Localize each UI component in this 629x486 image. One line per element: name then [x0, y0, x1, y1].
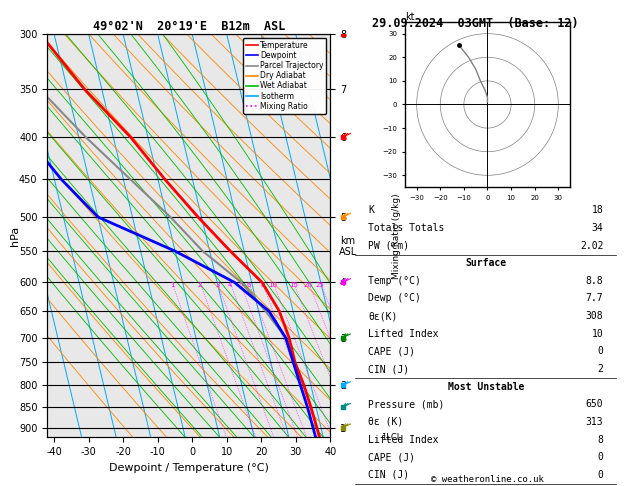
Text: 0: 0	[598, 470, 603, 480]
Text: CAPE (J): CAPE (J)	[369, 347, 415, 356]
Text: 15: 15	[289, 282, 298, 288]
Text: 10: 10	[269, 282, 277, 288]
Text: 8: 8	[260, 282, 265, 288]
Text: 0: 0	[598, 452, 603, 462]
Text: Totals Totals: Totals Totals	[369, 223, 445, 233]
Text: PW (cm): PW (cm)	[369, 241, 409, 251]
Text: CAPE (J): CAPE (J)	[369, 452, 415, 462]
Text: 2: 2	[598, 364, 603, 374]
Text: CIN (J): CIN (J)	[369, 364, 409, 374]
X-axis label: Dewpoint / Temperature (°C): Dewpoint / Temperature (°C)	[109, 463, 269, 473]
Text: θε(K): θε(K)	[369, 311, 398, 321]
Legend: Temperature, Dewpoint, Parcel Trajectory, Dry Adiabat, Wet Adiabat, Isotherm, Mi: Temperature, Dewpoint, Parcel Trajectory…	[243, 38, 326, 114]
Text: 18: 18	[592, 206, 603, 215]
Text: 29.09.2024  03GMT  (Base: 12): 29.09.2024 03GMT (Base: 12)	[372, 17, 578, 30]
Text: Surface: Surface	[465, 258, 506, 268]
Text: 6: 6	[247, 282, 251, 288]
Text: 313: 313	[586, 417, 603, 427]
Text: θε (K): θε (K)	[369, 417, 404, 427]
Text: 4: 4	[228, 282, 232, 288]
Text: Lifted Index: Lifted Index	[369, 434, 439, 445]
Text: 308: 308	[586, 311, 603, 321]
Text: 8: 8	[598, 434, 603, 445]
Text: 10: 10	[592, 329, 603, 339]
Text: K: K	[369, 206, 374, 215]
Text: 2.02: 2.02	[580, 241, 603, 251]
Text: CIN (J): CIN (J)	[369, 470, 409, 480]
Text: Temp (°C): Temp (°C)	[369, 276, 421, 286]
Text: Most Unstable: Most Unstable	[448, 382, 524, 392]
Text: 0: 0	[598, 347, 603, 356]
Text: Pressure (mb): Pressure (mb)	[369, 399, 445, 409]
Text: Lifted Index: Lifted Index	[369, 329, 439, 339]
Text: 25: 25	[316, 282, 325, 288]
Text: 5: 5	[238, 282, 242, 288]
Text: 1: 1	[170, 282, 174, 288]
Text: kt: kt	[405, 12, 415, 22]
Text: 1LCL: 1LCL	[381, 433, 401, 442]
Text: Dewp (°C): Dewp (°C)	[369, 294, 421, 303]
Title: 49°02'N  20°19'E  B12m  ASL: 49°02'N 20°19'E B12m ASL	[92, 20, 285, 33]
Text: © weatheronline.co.uk: © weatheronline.co.uk	[431, 474, 544, 484]
Text: hPa: hPa	[10, 226, 20, 246]
Text: 8.8: 8.8	[586, 276, 603, 286]
Text: Mixing Ratio (g/kg): Mixing Ratio (g/kg)	[392, 193, 401, 278]
Text: 3: 3	[215, 282, 220, 288]
Text: 2: 2	[198, 282, 202, 288]
Text: 20: 20	[304, 282, 313, 288]
Y-axis label: km
ASL: km ASL	[338, 236, 357, 257]
Text: 650: 650	[586, 399, 603, 409]
Text: 7.7: 7.7	[586, 294, 603, 303]
Text: 34: 34	[592, 223, 603, 233]
